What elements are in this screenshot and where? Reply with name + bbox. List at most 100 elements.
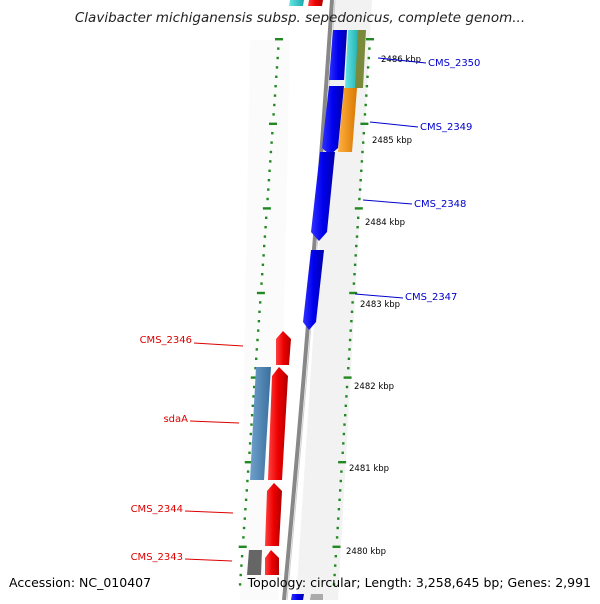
feature-olive-cms2350[interactable]: [355, 30, 366, 88]
cds-cms2343-arrow[interactable]: [265, 550, 279, 575]
cds-cms2350-arrow[interactable]: [329, 30, 347, 80]
feature-red-top[interactable]: [308, 0, 323, 6]
ruler-dot: [245, 489, 248, 492]
ruler-dot: [365, 85, 369, 88]
ruler-dot: [238, 583, 242, 586]
kbp-tick-label: 2483 kbp: [360, 300, 400, 310]
gene-label-cms2343[interactable]: CMS_2343: [131, 552, 183, 563]
outer-ruler-dots: [332, 38, 374, 586]
gene-label-sdaA[interactable]: sdaA: [163, 414, 188, 425]
ruler-dot: [353, 263, 357, 266]
ruler-dot: [261, 263, 265, 266]
gene-label-cms2349[interactable]: CMS_2349: [420, 122, 472, 133]
ruler-dot: [367, 56, 370, 60]
feature-orange-cms2349[interactable]: [338, 88, 357, 152]
kbp-tick-label: 2485 kbp: [372, 136, 412, 146]
ruler-dot: [361, 150, 364, 154]
ruler-dot: [244, 508, 247, 511]
ruler-dot: [244, 461, 253, 464]
kbp-tick-label: 2480 kbp: [346, 547, 386, 557]
ruler-dot: [243, 517, 246, 520]
ruler-dot: [249, 432, 252, 436]
ruler-dot: [269, 122, 277, 125]
genome-title: Clavibacter michiganensis subsp. sepedon…: [74, 10, 526, 26]
cds-bottom-blue-arrow[interactable]: [291, 594, 304, 600]
ruler-dot: [356, 226, 359, 229]
cds-cms2344-arrow[interactable]: [265, 483, 282, 546]
ruler-dot: [358, 197, 361, 201]
ruler-dot: [350, 310, 354, 313]
ruler-dot: [334, 564, 337, 567]
ruler-dot: [256, 291, 265, 295]
ruler-dot: [255, 357, 258, 360]
ruler-dot: [364, 103, 367, 107]
ruler-dot: [351, 301, 354, 304]
ruler-dot: [250, 376, 259, 379]
cds-cms2346-arrow[interactable]: [276, 331, 291, 365]
ruler-dot: [349, 291, 358, 295]
ruler-dot: [345, 385, 349, 389]
ruler-dot: [262, 207, 271, 210]
ruler-dot: [359, 179, 362, 182]
ruler-dot: [263, 244, 266, 248]
ruler-dot: [269, 160, 272, 163]
gene-label-cms2348[interactable]: CMS_2348: [414, 199, 466, 210]
kbp-tick-label: 2481 kbp: [349, 464, 389, 474]
ruler-dot: [344, 414, 347, 417]
ruler-dot: [257, 320, 261, 323]
ruler-dot: [242, 536, 245, 539]
ruler-dot: [240, 564, 243, 567]
cds-cms2347-arrow[interactable]: [303, 250, 324, 330]
reverse-gene-labels: CMS_2346 sdaA CMS_2344 CMS_2343: [131, 335, 244, 563]
ruler-dot: [263, 235, 267, 238]
ruler-dot: [246, 470, 250, 473]
ruler-dot: [350, 320, 353, 323]
cds-cms2349-arrow[interactable]: [322, 86, 344, 155]
ruler-dot: [354, 254, 357, 257]
gene-label-cms2344[interactable]: CMS_2344: [131, 504, 183, 515]
feature-cyan-top[interactable]: [289, 0, 304, 6]
ruler-dot: [332, 583, 336, 586]
ruler-dot: [366, 38, 374, 41]
feature-grey-bottom[interactable]: [310, 594, 323, 600]
ruler-dot: [348, 348, 351, 351]
cds-sdaA-arrow[interactable]: [268, 367, 288, 480]
ruler-dot: [266, 197, 269, 201]
ruler-dot: [349, 329, 352, 332]
reverse-strand-track: [247, 331, 291, 575]
ruler-dot: [366, 75, 369, 78]
ruler-dot: [339, 479, 342, 483]
ruler-dot: [338, 461, 347, 464]
ruler-dot: [339, 489, 342, 492]
ruler-dot: [270, 141, 273, 144]
ruler-dot: [336, 526, 339, 530]
ruler-dot: [345, 395, 348, 398]
feature-steel-sdaA[interactable]: [250, 367, 271, 480]
feature-grey-cms2343[interactable]: [247, 550, 262, 575]
ruler-dot: [261, 273, 264, 276]
ruler-dot: [250, 423, 253, 426]
ruler-dot: [251, 404, 254, 407]
ruler-dot: [360, 160, 364, 163]
ruler-dot: [267, 188, 270, 191]
gene-label-cms2350[interactable]: CMS_2350: [428, 58, 480, 69]
cds-cms2348-arrow[interactable]: [311, 152, 335, 241]
gene-label-cms2347[interactable]: CMS_2347: [405, 292, 457, 303]
ruler-dot: [253, 385, 256, 389]
ruler-dot: [272, 113, 275, 116]
ruler-dot: [264, 226, 267, 229]
gene-label-cms2346[interactable]: CMS_2346: [140, 335, 192, 346]
ruler-dot: [355, 244, 358, 248]
ruler-dot: [335, 536, 339, 539]
other-features-track: [289, 0, 366, 600]
ruler-dot: [344, 404, 347, 407]
ruler-dot: [257, 329, 260, 332]
ruler-dot: [238, 545, 247, 548]
ruler-dot: [244, 498, 248, 501]
accession-text: Accession: NC_010407: [9, 575, 152, 590]
ruler-dot: [343, 376, 352, 379]
ruler-dot: [342, 442, 345, 445]
ruler-dot: [277, 47, 280, 50]
